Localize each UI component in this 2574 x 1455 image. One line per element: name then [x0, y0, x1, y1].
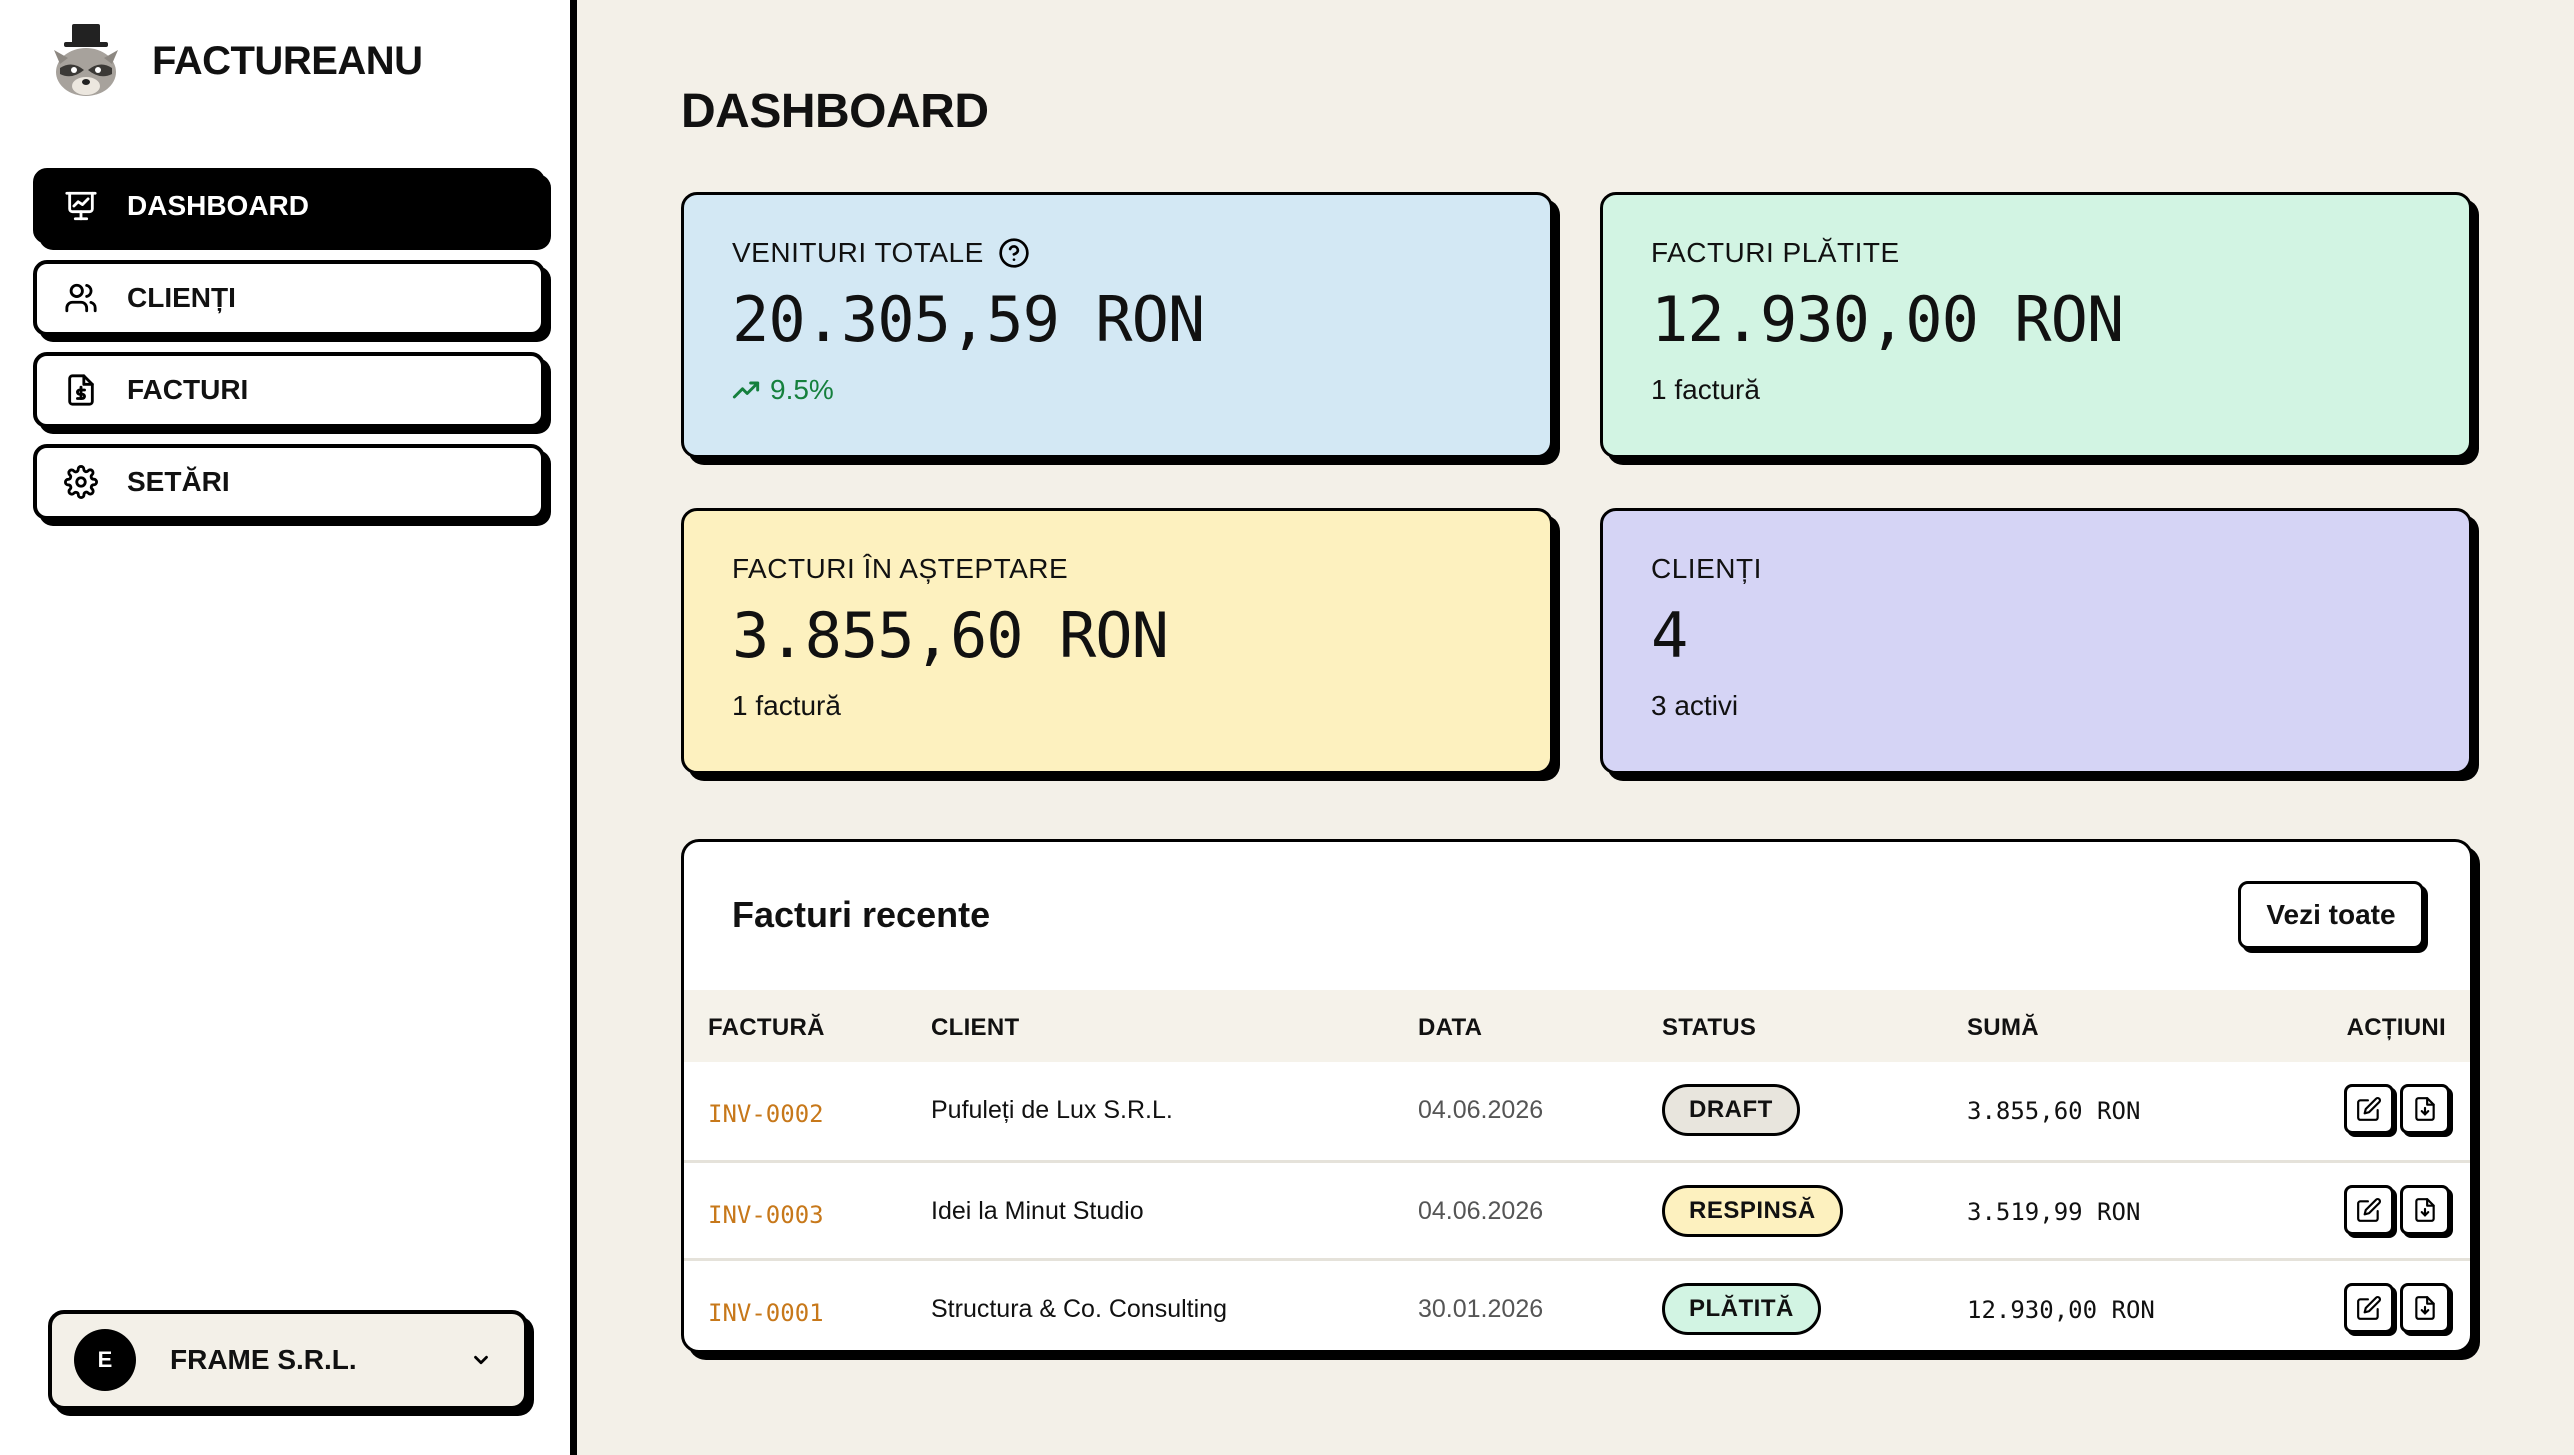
column-header-factura[interactable]: FACTURĂ: [708, 1014, 825, 1041]
edit-invoice-button[interactable]: [2344, 1185, 2394, 1235]
invoice-date: 30.01.2026: [1418, 1295, 1544, 1323]
sidebar-item-clienti[interactable]: CLIENȚI: [33, 260, 545, 336]
edit-icon: [2357, 1198, 2381, 1222]
sidebar-item-label: FACTURI: [127, 374, 249, 405]
invoice-date: 04.06.2026: [1418, 1096, 1544, 1124]
stat-card-trend: 9.5%: [732, 374, 1550, 406]
stat-card-sub: 3 activi: [1651, 690, 1739, 721]
stat-card-facturi-platite: FACTURI PLĂTITE 12.930,00 RON 1 factură: [1600, 192, 2472, 458]
raccoon-logo-icon: [54, 24, 118, 96]
stat-card-value: 20.305,59 RON: [732, 283, 1205, 356]
column-header-actiuni: ACȚIUNI: [2346, 1014, 2446, 1041]
column-header-status[interactable]: STATUS: [1662, 1014, 1757, 1041]
recent-invoices-title: Facturi recente: [732, 894, 991, 935]
sidebar-item-label: SETĂRI: [127, 466, 230, 497]
presentation-chart-icon: [61, 186, 101, 226]
stat-card-value: 12.930,00 RON: [1651, 283, 2124, 356]
company-switcher[interactable]: E FRAME S.R.L.: [48, 1310, 528, 1410]
stat-card-clienti: CLIENȚI 4 3 activi: [1600, 508, 2472, 774]
sidebar: FACTUREANU DASHBOARD CLIENȚI: [0, 0, 577, 1455]
sidebar-item-dashboard[interactable]: DASHBOARD: [33, 168, 545, 244]
download-pdf-button[interactable]: [2400, 1084, 2450, 1134]
company-name: FRAME S.R.L.: [170, 1344, 357, 1375]
stat-card-label-row: VENITURI TOTALE: [732, 237, 1550, 269]
file-download-icon: [2415, 1097, 2435, 1121]
page-title: DASHBOARD: [681, 85, 989, 138]
invoice-id-link[interactable]: INV-0001: [708, 1299, 824, 1327]
invoice-amount: 3.519,99 RON: [1967, 1198, 2141, 1226]
invoice-date: 04.06.2026: [1418, 1197, 1544, 1225]
sidebar-item-label: DASHBOARD: [127, 190, 309, 221]
column-header-data[interactable]: DATA: [1418, 1014, 1483, 1041]
sidebar-nav: DASHBOARD CLIENȚI FACTURI: [33, 168, 545, 536]
edit-invoice-button[interactable]: [2344, 1084, 2394, 1134]
stat-card-label: CLIENȚI: [1651, 553, 1762, 584]
stat-card-label: VENITURI TOTALE: [732, 237, 984, 268]
chevron-down-icon: [466, 1345, 496, 1375]
edit-invoice-button[interactable]: [2344, 1283, 2394, 1333]
status-badge: PLĂTITĂ: [1662, 1283, 1821, 1335]
invoice-dollar-icon: [61, 370, 101, 410]
invoice-client: Idei la Minut Studio: [931, 1197, 1144, 1225]
view-all-button[interactable]: Vezi toate: [2238, 881, 2424, 949]
invoice-client: Structura & Co. Consulting: [931, 1295, 1227, 1323]
stat-card-venituri-totale: VENITURI TOTALE 20.305,59 RON 9.5%: [681, 192, 1553, 458]
invoice-amount: 3.855,60 RON: [1967, 1097, 2141, 1125]
trending-up-icon: [732, 376, 760, 404]
users-icon: [61, 278, 101, 318]
edit-icon: [2357, 1097, 2381, 1121]
edit-icon: [2357, 1296, 2381, 1320]
brand[interactable]: FACTUREANU: [50, 22, 423, 100]
invoice-id-link[interactable]: INV-0003: [708, 1201, 824, 1229]
stat-card-label: FACTURI ÎN AȘTEPTARE: [732, 553, 1069, 584]
sidebar-item-label: CLIENȚI: [127, 282, 236, 313]
sidebar-item-setari[interactable]: SETĂRI: [33, 444, 545, 520]
sidebar-item-facturi[interactable]: FACTURI: [33, 352, 545, 428]
help-circle-icon[interactable]: [998, 237, 1030, 269]
invoice-client: Pufuleți de Lux S.R.L.: [931, 1096, 1173, 1124]
stat-card-label: FACTURI PLĂTITE: [1651, 237, 1900, 268]
file-download-icon: [2415, 1296, 2435, 1320]
invoice-amount: 12.930,00 RON: [1967, 1296, 2155, 1324]
brand-name: FACTUREANU: [152, 38, 423, 83]
stat-card-value: 3.855,60 RON: [732, 599, 1169, 672]
stat-card-facturi-in-asteptare: FACTURI ÎN AȘTEPTARE 3.855,60 RON 1 fact…: [681, 508, 1553, 774]
table-row[interactable]: INV-0003 Idei la Minut Studio 04.06.2026…: [684, 1160, 2470, 1258]
column-header-client[interactable]: CLIENT: [931, 1014, 1020, 1041]
status-badge: RESPINSĂ: [1662, 1185, 1843, 1237]
download-pdf-button[interactable]: [2400, 1185, 2450, 1235]
gear-icon: [61, 462, 101, 502]
table-row[interactable]: INV-0001 Structura & Co. Consulting 30.0…: [684, 1258, 2470, 1350]
download-pdf-button[interactable]: [2400, 1283, 2450, 1333]
file-download-icon: [2415, 1198, 2435, 1222]
company-avatar: E: [74, 1329, 136, 1391]
status-badge: DRAFT: [1662, 1084, 1800, 1136]
table-header: FACTURĂ CLIENT DATA STATUS SUMĂ ACȚIUNI: [684, 990, 2470, 1062]
invoice-id-link[interactable]: INV-0002: [708, 1100, 824, 1128]
column-header-suma[interactable]: SUMĂ: [1967, 1014, 2039, 1041]
table-row[interactable]: INV-0002 Pufuleți de Lux S.R.L. 04.06.20…: [684, 1062, 2470, 1160]
stat-card-sub: 1 factură: [1651, 374, 1760, 405]
stat-card-sub: 1 factură: [732, 690, 841, 721]
stat-card-value: 4: [1651, 599, 1688, 672]
recent-invoices-panel: Facturi recente Vezi toate FACTURĂ CLIEN…: [681, 839, 2473, 1353]
stat-card-trend-value: 9.5%: [770, 374, 834, 405]
